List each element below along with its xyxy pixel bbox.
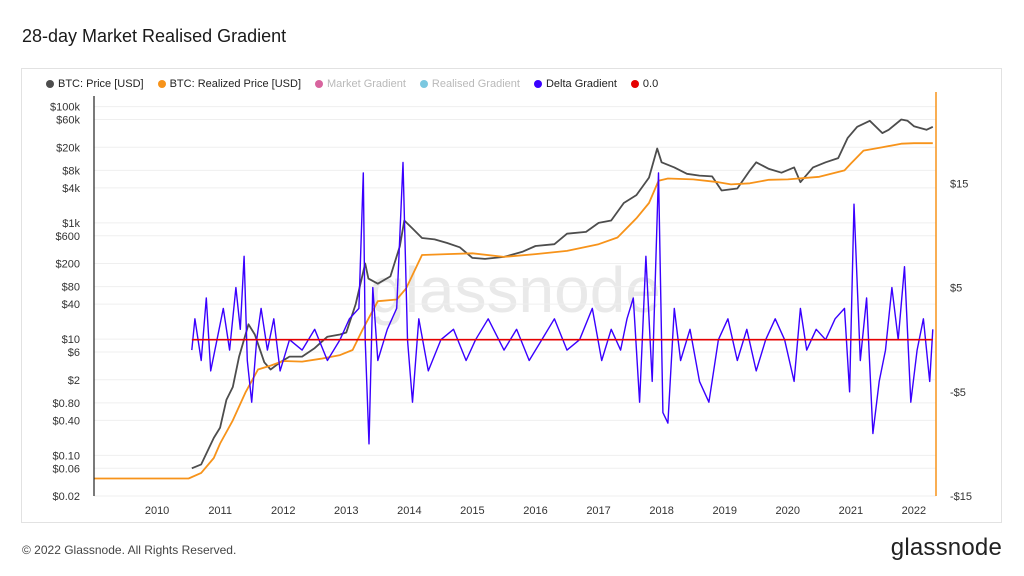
y-left-tick-label: $40: [62, 299, 80, 311]
x-tick-label: 2015: [460, 505, 484, 517]
legend-label: Realised Gradient: [431, 78, 520, 90]
y-left-tick-label: $60k: [56, 115, 80, 127]
y-left-tick-label: $80: [62, 282, 80, 294]
x-tick-label: 2022: [902, 505, 926, 517]
x-tick-label: 2010: [145, 505, 169, 517]
legend-label: BTC: Realized Price [USD]: [169, 78, 302, 90]
chart-title: 28-day Market Realised Gradient: [22, 26, 287, 46]
x-tick-label: 2016: [523, 505, 547, 517]
y-left-tick-label: $0.10: [52, 450, 80, 462]
copyright-footer: © 2022 Glassnode. All Rights Reserved.: [22, 543, 237, 557]
y-left-tick-label: $0.02: [52, 491, 80, 503]
price-line: [191, 118, 934, 470]
x-tick-label: 2012: [271, 505, 295, 517]
y-left-tick-label: $20k: [56, 142, 80, 154]
legend-label: 0.0: [642, 78, 659, 90]
y-left-tick-label: $10: [62, 334, 80, 346]
y-right-tick-label: $15: [950, 178, 968, 190]
legend-item[interactable]: BTC: Price [USD]: [46, 78, 144, 90]
y-right-tick-label: -$5: [950, 387, 966, 399]
legend-swatch: [46, 80, 54, 88]
y-left-tick-label: $0.40: [52, 415, 80, 427]
legend-item[interactable]: Market Gradient: [315, 78, 406, 90]
glassnode-logo: glassnode: [890, 534, 1002, 561]
legend-swatch: [419, 80, 428, 88]
x-tick-label: 2019: [712, 505, 736, 517]
y-left-tick-label: $2: [68, 375, 80, 387]
y-left-tick-label: $0.06: [52, 463, 80, 475]
watermark: glassnode: [369, 254, 661, 326]
y-left-tick-label: $100k: [50, 102, 80, 114]
y-right-tick-label: -$15: [950, 491, 972, 503]
legend-item[interactable]: Delta Gradient: [533, 78, 617, 90]
y-left-tick-label: $4k: [62, 183, 80, 195]
y-left-tick-label: $1k: [62, 218, 80, 230]
y-left-tick-label: $0.80: [52, 398, 80, 410]
legend-item[interactable]: 0.0: [630, 78, 659, 90]
delta-gradient-line: [191, 161, 934, 445]
legend-label: Delta Gradient: [545, 78, 617, 90]
chart-legend: BTC: Price [USD] BTC: Realized Price [USD…: [46, 78, 658, 90]
x-tick-label: 2013: [334, 505, 358, 517]
x-tick-label: 2017: [586, 505, 610, 517]
x-tick-label: 2011: [208, 505, 232, 517]
x-tick-label: 2018: [649, 505, 673, 517]
x-tick-label: 2020: [776, 505, 800, 517]
legend-label: Market Gradient: [327, 78, 406, 90]
y-left-tick-label: $6: [68, 347, 80, 359]
chart-panel: [21, 68, 1002, 523]
y-left-tick-label: $600: [56, 231, 80, 243]
legend-swatch: [315, 80, 324, 88]
y-left-tick-label: $8k: [62, 165, 80, 177]
y-left-tick-label: $200: [56, 259, 80, 271]
x-tick-label: 2021: [839, 505, 863, 517]
legend-item[interactable]: BTC: Realized Price [USD]: [157, 78, 302, 90]
realized-price-line: [94, 142, 933, 480]
legend-swatch: [630, 80, 639, 88]
legend-swatch: [533, 80, 542, 88]
x-tick-label: 2014: [397, 505, 421, 517]
y-right-tick-label: $5: [950, 283, 962, 295]
legend-label: BTC: Price [USD]: [58, 78, 144, 90]
legend-item[interactable]: Realised Gradient: [419, 78, 520, 90]
legend-swatch: [157, 80, 166, 88]
